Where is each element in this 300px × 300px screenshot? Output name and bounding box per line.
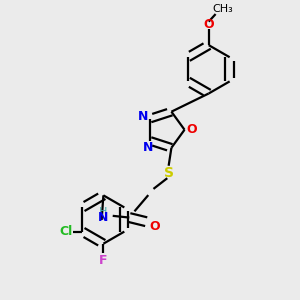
Text: O: O <box>187 123 197 136</box>
Text: F: F <box>99 254 108 267</box>
Text: H: H <box>99 207 107 217</box>
Text: CH₃: CH₃ <box>212 4 233 14</box>
Text: N: N <box>137 110 148 123</box>
Text: N: N <box>98 211 108 224</box>
Text: O: O <box>203 18 214 31</box>
Text: S: S <box>164 166 174 180</box>
Text: Cl: Cl <box>59 225 73 238</box>
Text: N: N <box>143 141 154 154</box>
Text: O: O <box>149 220 160 233</box>
